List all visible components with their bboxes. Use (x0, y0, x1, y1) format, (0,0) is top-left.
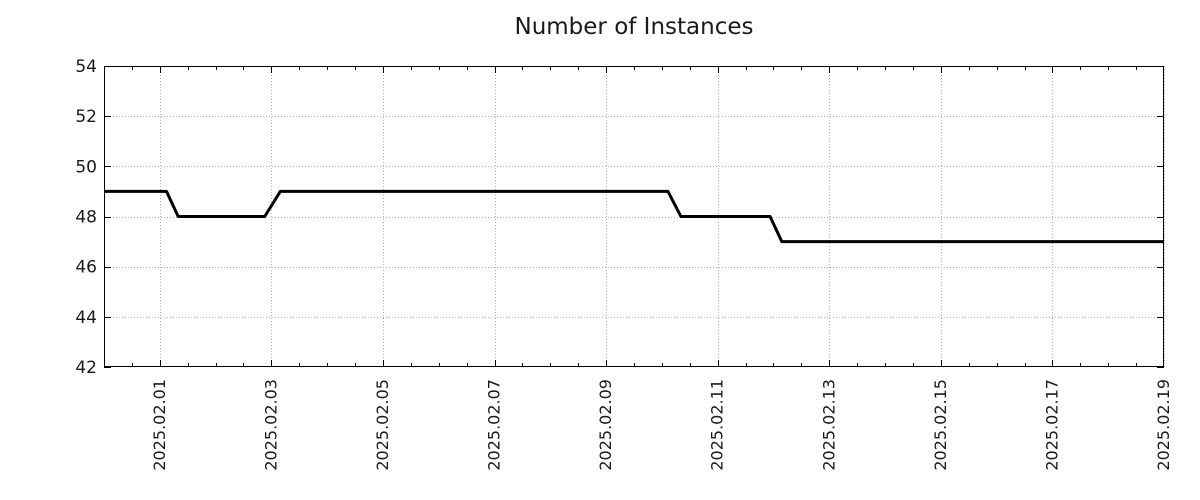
y-tick-label: 44 (75, 308, 97, 328)
x-tick-label: 2025.02.17 (1042, 379, 1061, 471)
y-tick-label: 54 (75, 57, 97, 77)
x-tick-label: 2025.02.07 (485, 379, 504, 471)
x-tick-label: 2025.02.19 (1154, 379, 1173, 471)
x-tick-label: 2025.02.01 (150, 379, 169, 471)
y-tick-label: 42 (75, 358, 97, 378)
x-tick-label: 2025.02.13 (819, 379, 838, 471)
y-tick-label: 46 (75, 258, 97, 278)
y-tick-label: 48 (75, 208, 97, 228)
series-line (104, 189, 1164, 244)
y-tick-label: 52 (75, 107, 97, 127)
chart-title: Number of Instances (514, 14, 754, 40)
x-tick-label: 2025.02.09 (596, 379, 615, 471)
x-tick-label: 2025.02.03 (261, 379, 280, 471)
x-tick-label: 2025.02.11 (708, 379, 727, 471)
x-tick-label: 2025.02.15 (931, 379, 950, 471)
plot-border (103, 65, 1165, 368)
x-tick-label: 2025.02.05 (373, 379, 392, 471)
y-tick-label: 50 (75, 157, 97, 177)
